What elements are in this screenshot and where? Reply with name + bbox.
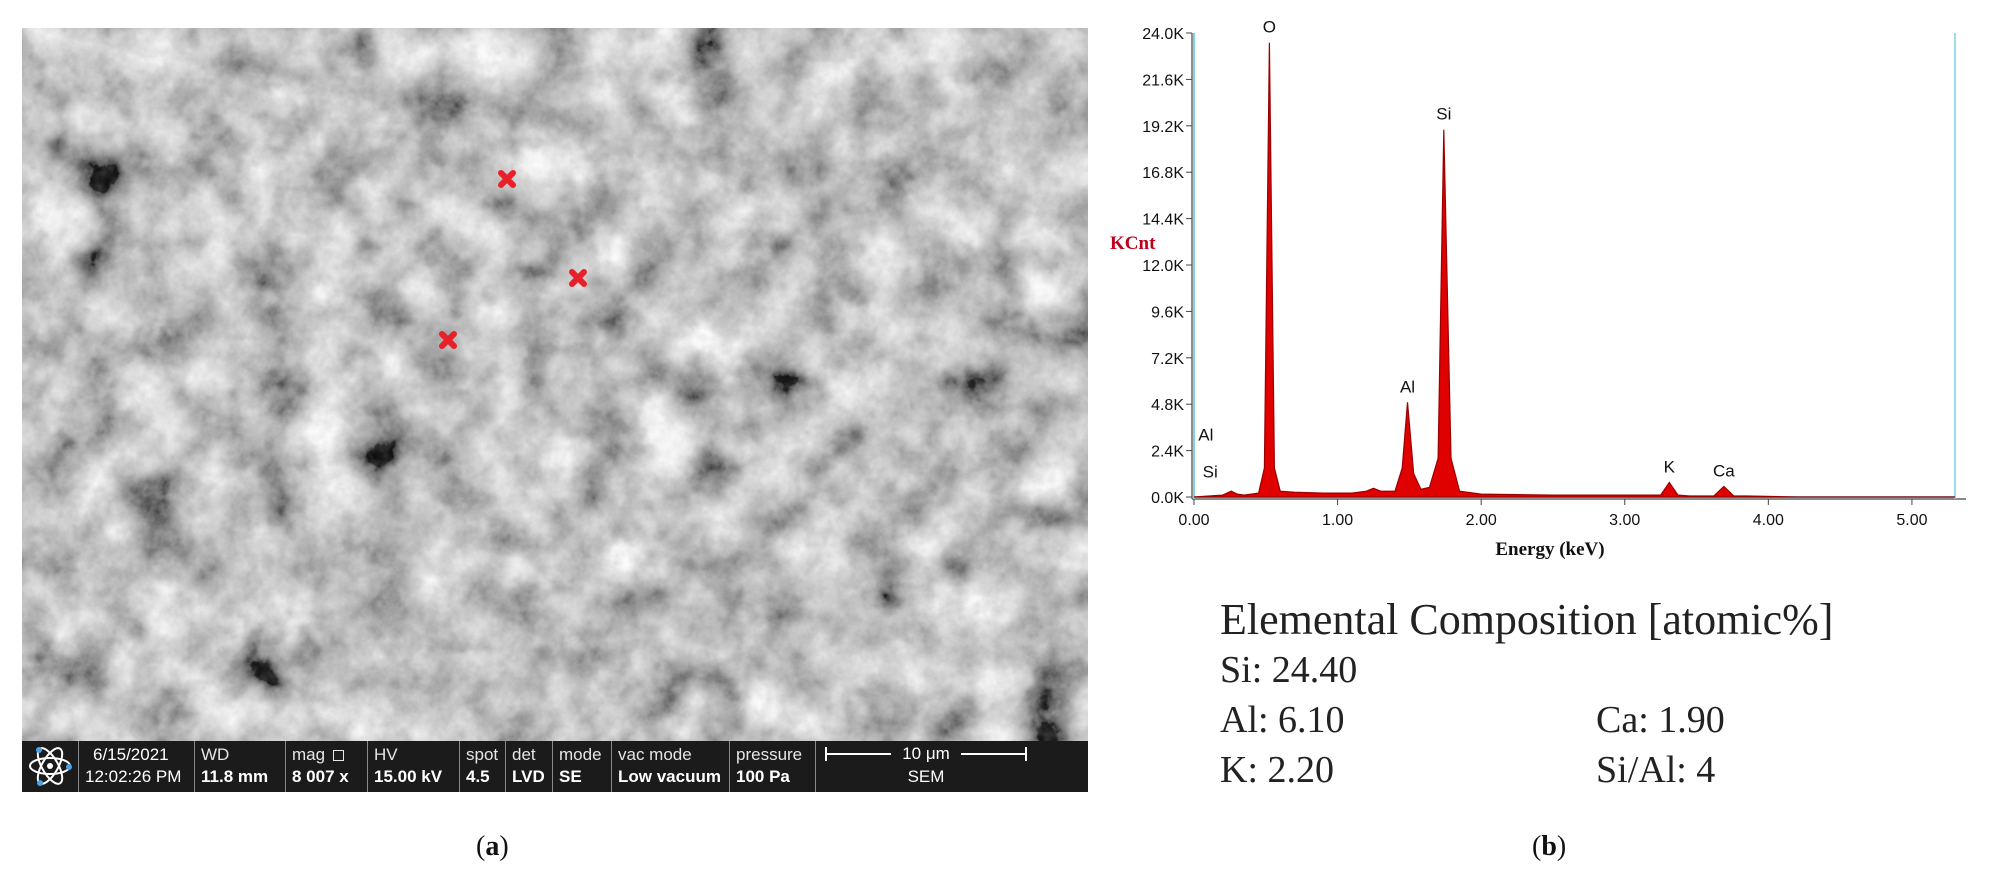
peak-label-k: K xyxy=(1664,458,1676,477)
y-tick-label: 12.0K xyxy=(1142,258,1184,275)
y-tick-label: 2.4K xyxy=(1151,444,1184,461)
sem-panel: 6/15/2021 12:02:26 PM WD 11.8 mm mag 8 0… xyxy=(22,28,1088,792)
scale-bar-cell: 10 μm SEM xyxy=(815,741,1088,792)
x-tick-label: 1.00 xyxy=(1322,512,1353,529)
wd-label: WD xyxy=(201,745,230,764)
hv-cell: HV 15.00 kV xyxy=(367,741,459,792)
panel-label-a: (a) xyxy=(476,831,509,862)
det-cell: det LVD xyxy=(505,741,552,792)
mode-label: mode xyxy=(559,745,602,764)
spot-label: spot xyxy=(466,745,499,764)
det-label: det xyxy=(512,745,536,764)
spot-value: 4.5 xyxy=(466,767,490,786)
square-icon xyxy=(333,750,345,762)
composition-si: Si: 24.40 xyxy=(1220,649,1358,691)
scale-bar-label: 10 μm xyxy=(902,744,950,763)
plot-frame xyxy=(1191,33,1966,500)
spot-cell: spot 4.5 xyxy=(459,741,505,792)
peak-label-si: Si xyxy=(1436,105,1451,124)
mag-label: mag xyxy=(292,745,345,765)
det-value: LVD xyxy=(512,767,545,786)
y-tick-label: 24.0K xyxy=(1142,26,1184,43)
time-text: 12:02:26 PM xyxy=(85,767,182,786)
analysis-markers xyxy=(439,170,587,349)
date-text: 6/15/2021 xyxy=(93,745,169,764)
analysis-point-marker-icon xyxy=(569,269,587,287)
wd-value: 11.8 mm xyxy=(201,767,269,786)
instrument-label: SEM xyxy=(907,767,945,786)
peak-label-al: Al xyxy=(1400,377,1415,396)
mode-value: SE xyxy=(559,767,582,786)
y-tick-label: 9.6K xyxy=(1151,304,1184,321)
pressure-label: pressure xyxy=(736,745,803,764)
x-tick-label: 0.00 xyxy=(1178,512,1209,529)
pressure-value: 100 Pa xyxy=(736,767,790,786)
eds-spectrum-chart: 0.0K 2.4K 4.8K 7.2K 9.6K 12.0K 14.4K 16.8K 19.2K… xyxy=(1110,18,1966,560)
composition-ca: Ca: 1.90 xyxy=(1596,699,1725,741)
hv-value: 15.00 kV xyxy=(374,767,443,786)
scale-bar xyxy=(825,747,1027,761)
mag-cell: mag 8 007 x xyxy=(285,741,367,792)
timestamp-cell: 6/15/2021 12:02:26 PM xyxy=(78,741,194,792)
y-tick-label: 7.2K xyxy=(1151,351,1184,368)
y-tick-label: 0.0K xyxy=(1151,490,1184,507)
wd-cell: WD 11.8 mm xyxy=(194,741,285,792)
hv-label: HV xyxy=(374,745,398,764)
analysis-point-marker-icon xyxy=(439,331,457,349)
composition-k: K: 2.20 xyxy=(1220,749,1334,791)
y-tick-label: 4.8K xyxy=(1151,397,1184,414)
x-axis-label: Energy (keV) xyxy=(1495,539,1604,560)
mode-cell: mode SE xyxy=(552,741,611,792)
x-tick-label: 5.00 xyxy=(1896,512,1927,529)
peak-label-si: Si xyxy=(1203,462,1218,481)
x-tick-label: 3.00 xyxy=(1609,512,1640,529)
vac-mode-value: Low vacuum xyxy=(618,767,721,786)
analysis-point-marker-icon xyxy=(498,170,516,188)
peak-label-o: O xyxy=(1263,18,1276,37)
vac-mode-cell: vac mode Low vacuum xyxy=(611,741,729,792)
y-tick-label: 16.8K xyxy=(1142,165,1184,182)
peak-label-al: Al xyxy=(1198,426,1213,445)
sem-info-bar: 6/15/2021 12:02:26 PM WD 11.8 mm mag 8 0… xyxy=(22,741,1088,792)
panel-label-b: (b) xyxy=(1532,831,1567,862)
pressure-cell: pressure 100 Pa xyxy=(729,741,815,792)
spectrum-area xyxy=(1193,42,1955,498)
y-tick-label: 21.6K xyxy=(1142,72,1184,89)
y-tick-label: 14.4K xyxy=(1142,212,1184,229)
peak-label-ca: Ca xyxy=(1713,461,1735,480)
mag-value: 8 007 x xyxy=(292,767,349,786)
x-tick-label: 2.00 xyxy=(1466,512,1497,529)
atom-logo-icon xyxy=(22,741,78,792)
composition-title: Elemental Composition [atomic%] xyxy=(1220,595,1834,644)
composition-al: Al: 6.10 xyxy=(1220,699,1345,741)
x-tick-label: 4.00 xyxy=(1753,512,1784,529)
y-tick-label: 19.2K xyxy=(1142,119,1184,136)
y-axis-label: KCnt xyxy=(1110,233,1156,254)
vac-mode-label: vac mode xyxy=(618,745,692,764)
sem-micrograph xyxy=(22,28,1088,741)
composition-ratio: Si/Al: 4 xyxy=(1596,749,1716,791)
